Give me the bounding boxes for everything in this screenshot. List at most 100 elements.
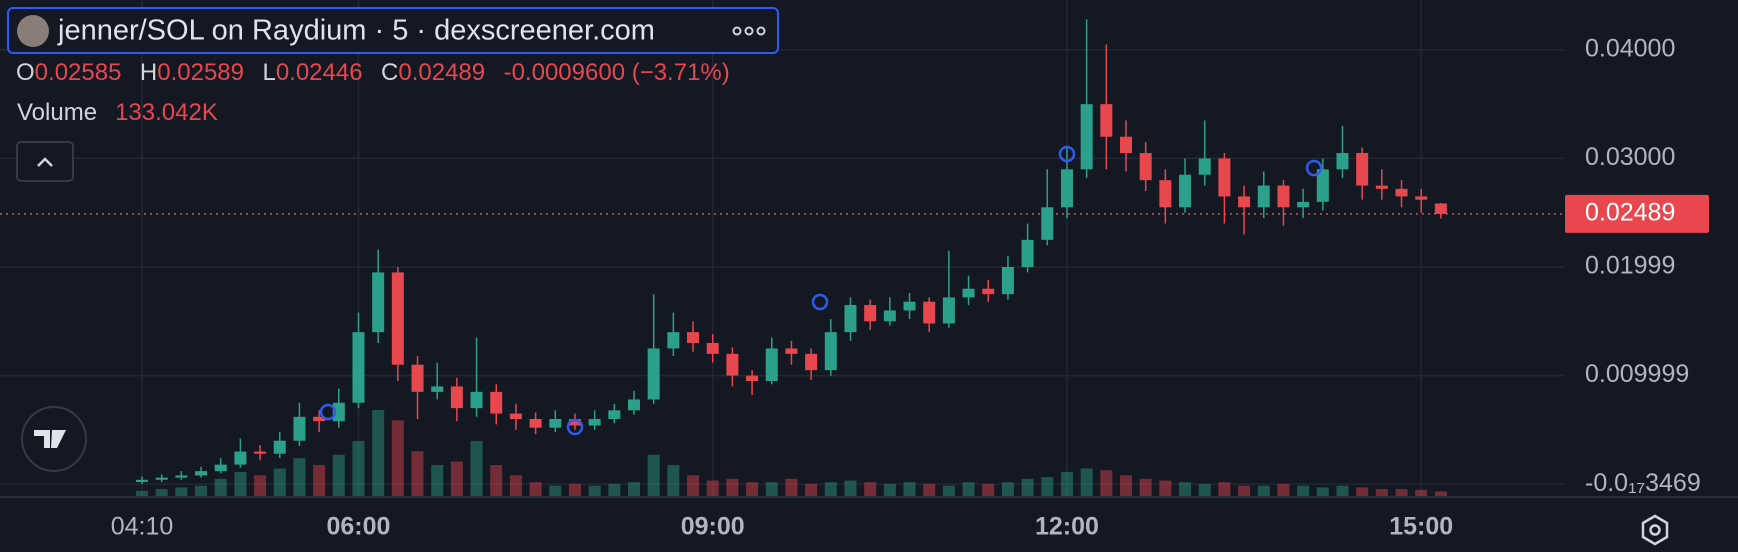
candle-body bbox=[431, 386, 444, 392]
candle-body bbox=[1434, 203, 1447, 214]
x-tick-label: 15:00 bbox=[1389, 513, 1453, 541]
title-box[interactable] bbox=[7, 7, 779, 54]
volume-bar bbox=[746, 482, 759, 496]
more-dots[interactable] bbox=[732, 26, 766, 36]
volume-bar bbox=[883, 483, 896, 496]
volume-bar bbox=[1100, 470, 1113, 496]
candle-body bbox=[352, 332, 365, 403]
y-tick-label: 0.04000 bbox=[1585, 34, 1675, 62]
volume-bar bbox=[1257, 485, 1270, 496]
candle-body bbox=[706, 343, 719, 354]
candle-body bbox=[372, 272, 385, 333]
x-tick-label: 09:00 bbox=[681, 513, 745, 541]
volume-bar bbox=[903, 482, 916, 496]
volume-bar bbox=[529, 482, 542, 496]
volume-bar bbox=[1080, 468, 1093, 496]
candle-body bbox=[923, 301, 936, 324]
price-axis: 0.04000 0.03000 0.01999 0.009999 -0.0₁₇3469 0… bbox=[111, 34, 1709, 541]
grid bbox=[0, 0, 1565, 496]
title: jenner/SOL on Raydium · 5 · dexscreener.… bbox=[57, 15, 655, 47]
volume-bar bbox=[1198, 483, 1211, 496]
volume-bar bbox=[1238, 485, 1251, 496]
candle-body bbox=[195, 471, 208, 476]
candle-body bbox=[824, 332, 837, 371]
volume-bar bbox=[785, 478, 798, 496]
volume-bar bbox=[1120, 475, 1132, 496]
candle-body bbox=[982, 288, 995, 295]
volume-bar bbox=[824, 482, 837, 496]
volume-bar bbox=[1277, 483, 1290, 496]
l-label: L bbox=[262, 59, 275, 86]
candle-body bbox=[1080, 104, 1093, 170]
candle-body bbox=[1336, 153, 1349, 170]
c-label: C bbox=[381, 59, 398, 86]
candle-body bbox=[1297, 201, 1310, 208]
candle-body bbox=[254, 451, 267, 454]
volume-bar bbox=[628, 482, 640, 496]
volume-bar bbox=[234, 471, 247, 496]
candle-body bbox=[293, 416, 306, 441]
volume-bar bbox=[1356, 487, 1369, 496]
c-value: 0.02489 bbox=[398, 59, 485, 86]
volume-bar bbox=[136, 490, 148, 496]
last-price-label: 0.02489 bbox=[1585, 199, 1675, 227]
candle-body bbox=[1375, 185, 1388, 189]
volume-bar bbox=[923, 483, 936, 496]
volume-bar bbox=[431, 465, 444, 496]
change: -0.0009600 (−3.71%) bbox=[504, 59, 730, 86]
candle-body bbox=[903, 301, 916, 311]
candle-body bbox=[844, 305, 857, 333]
volume-bar bbox=[155, 489, 168, 496]
volume-bar bbox=[942, 485, 955, 496]
chevron-icon bbox=[37, 157, 53, 167]
volume-value: 133.042K bbox=[115, 99, 218, 126]
volume-bar bbox=[470, 440, 483, 496]
volume-bar bbox=[509, 475, 522, 496]
candle-body bbox=[1001, 267, 1014, 295]
volume-bar bbox=[254, 475, 267, 496]
volume-bar bbox=[313, 465, 326, 496]
volume-bar bbox=[1336, 485, 1349, 496]
candle-body bbox=[1041, 207, 1054, 240]
candle-body bbox=[746, 375, 759, 381]
volume-bar bbox=[372, 410, 385, 496]
volume-bar bbox=[175, 487, 188, 496]
candle-body bbox=[529, 419, 542, 428]
candle-body bbox=[1257, 185, 1270, 208]
candle-body bbox=[332, 402, 345, 422]
tv-logo-dot bbox=[55, 430, 61, 436]
volume-bar bbox=[450, 461, 463, 496]
candle-body bbox=[1120, 136, 1132, 153]
volume-legend: Volume 133.042K bbox=[17, 99, 218, 126]
candle-body bbox=[1356, 153, 1369, 186]
collapse-button[interactable] bbox=[16, 141, 74, 182]
candle-body bbox=[313, 416, 326, 422]
volume-bar bbox=[273, 468, 286, 496]
volume-bar bbox=[352, 440, 365, 496]
volume-bar bbox=[706, 480, 719, 496]
candle-body bbox=[1139, 153, 1152, 181]
settings-icon[interactable] bbox=[1641, 514, 1669, 546]
volume-bar bbox=[608, 483, 621, 496]
h-label: H bbox=[140, 59, 157, 86]
candle-body bbox=[1277, 185, 1290, 208]
candle-body bbox=[273, 440, 286, 454]
candle-body bbox=[628, 399, 640, 411]
x-tick-label: 12:00 bbox=[1035, 513, 1099, 541]
volume-bar bbox=[1159, 480, 1172, 496]
candle-body bbox=[805, 353, 818, 371]
candle-body bbox=[391, 272, 404, 365]
volume-bar bbox=[687, 475, 700, 496]
volume-bar bbox=[1395, 489, 1408, 496]
volume-bar bbox=[293, 458, 306, 496]
volume-bar bbox=[1375, 489, 1388, 496]
volume-bar bbox=[332, 454, 345, 496]
candle-body bbox=[509, 413, 522, 419]
volume-bar bbox=[962, 482, 975, 496]
volume-bar bbox=[1060, 471, 1073, 496]
candle-body bbox=[1218, 158, 1231, 197]
volume-bar bbox=[195, 485, 208, 496]
l-value: 0.02446 bbox=[276, 59, 363, 86]
candle-body bbox=[588, 419, 601, 426]
